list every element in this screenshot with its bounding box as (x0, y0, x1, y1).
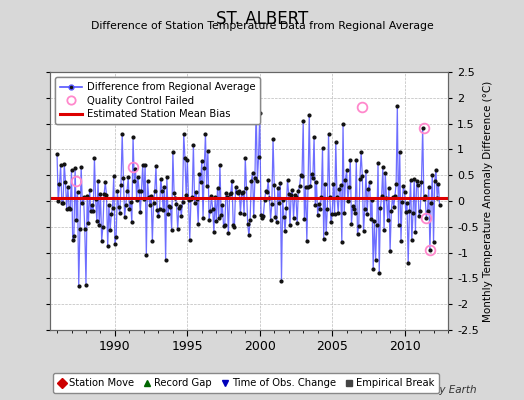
Text: ST. ALBERT: ST. ALBERT (216, 10, 308, 28)
Legend: Station Move, Record Gap, Time of Obs. Change, Empirical Break: Station Move, Record Gap, Time of Obs. C… (53, 373, 440, 393)
Text: Difference of Station Temperature Data from Regional Average: Difference of Station Temperature Data f… (91, 21, 433, 31)
Legend: Difference from Regional Average, Quality Control Failed, Estimated Station Mean: Difference from Regional Average, Qualit… (55, 77, 260, 124)
Text: Berkeley Earth: Berkeley Earth (400, 385, 477, 395)
Y-axis label: Monthly Temperature Anomaly Difference (°C): Monthly Temperature Anomaly Difference (… (483, 80, 493, 322)
